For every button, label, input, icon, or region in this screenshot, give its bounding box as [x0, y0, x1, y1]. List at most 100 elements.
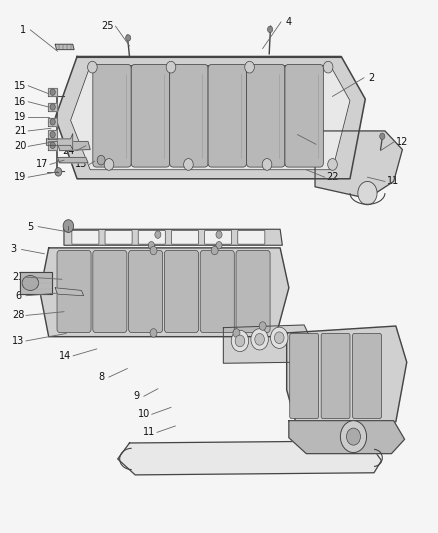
Circle shape — [63, 220, 74, 232]
Polygon shape — [48, 118, 57, 126]
FancyBboxPatch shape — [131, 64, 170, 167]
FancyBboxPatch shape — [93, 64, 131, 167]
Text: 11: 11 — [143, 427, 155, 438]
Text: 15: 15 — [14, 81, 27, 91]
Circle shape — [126, 35, 131, 41]
Text: 23: 23 — [12, 272, 25, 282]
Circle shape — [155, 231, 161, 238]
Circle shape — [271, 327, 288, 349]
Polygon shape — [55, 288, 84, 296]
FancyBboxPatch shape — [321, 334, 350, 418]
Text: 16: 16 — [14, 96, 26, 107]
Text: 24: 24 — [62, 146, 74, 156]
FancyBboxPatch shape — [93, 251, 127, 333]
Circle shape — [88, 61, 97, 73]
Circle shape — [231, 330, 249, 352]
Circle shape — [245, 61, 254, 73]
Polygon shape — [57, 158, 88, 163]
Text: 2: 2 — [369, 73, 375, 83]
Text: 17: 17 — [36, 159, 48, 169]
Circle shape — [233, 329, 240, 337]
Circle shape — [216, 231, 222, 238]
Polygon shape — [48, 103, 57, 111]
Text: 22: 22 — [326, 172, 339, 182]
Text: 15: 15 — [75, 159, 88, 169]
FancyBboxPatch shape — [208, 64, 247, 167]
FancyBboxPatch shape — [129, 251, 162, 333]
Polygon shape — [71, 66, 350, 169]
Circle shape — [358, 181, 377, 205]
FancyBboxPatch shape — [171, 230, 198, 244]
FancyBboxPatch shape — [105, 230, 132, 244]
Circle shape — [211, 246, 218, 255]
Text: 11: 11 — [387, 176, 399, 187]
Text: 18: 18 — [318, 139, 330, 149]
FancyBboxPatch shape — [138, 230, 165, 244]
Text: 6: 6 — [15, 290, 21, 301]
Polygon shape — [46, 134, 73, 150]
Polygon shape — [48, 141, 57, 150]
Circle shape — [50, 142, 55, 149]
Circle shape — [275, 332, 284, 344]
Circle shape — [50, 104, 55, 110]
Polygon shape — [223, 325, 313, 364]
Circle shape — [235, 335, 245, 347]
Circle shape — [104, 159, 114, 170]
FancyBboxPatch shape — [164, 251, 198, 333]
FancyBboxPatch shape — [72, 230, 99, 244]
FancyBboxPatch shape — [200, 251, 234, 333]
Circle shape — [262, 159, 272, 170]
Circle shape — [55, 167, 62, 176]
FancyBboxPatch shape — [353, 334, 381, 418]
FancyBboxPatch shape — [285, 64, 323, 167]
Text: 14: 14 — [59, 351, 71, 361]
Circle shape — [255, 334, 265, 345]
Circle shape — [50, 89, 55, 95]
Polygon shape — [315, 131, 403, 198]
Circle shape — [251, 329, 268, 350]
Text: 25: 25 — [102, 21, 114, 31]
Text: 5: 5 — [27, 222, 34, 232]
Polygon shape — [55, 56, 365, 179]
Text: 20: 20 — [14, 141, 27, 151]
FancyBboxPatch shape — [238, 230, 265, 244]
Text: 9: 9 — [133, 391, 139, 401]
FancyBboxPatch shape — [290, 334, 318, 418]
Circle shape — [150, 246, 157, 255]
FancyBboxPatch shape — [170, 64, 208, 167]
Text: 8: 8 — [98, 372, 104, 382]
Polygon shape — [48, 88, 57, 96]
FancyBboxPatch shape — [57, 251, 91, 333]
Circle shape — [97, 156, 105, 165]
Polygon shape — [287, 326, 407, 429]
Circle shape — [268, 26, 273, 33]
Polygon shape — [118, 441, 381, 475]
Polygon shape — [55, 44, 74, 50]
Circle shape — [340, 421, 367, 453]
Polygon shape — [48, 131, 57, 139]
Circle shape — [216, 241, 222, 249]
Text: 12: 12 — [396, 136, 409, 147]
Polygon shape — [20, 272, 52, 294]
Text: 1: 1 — [19, 25, 25, 35]
FancyBboxPatch shape — [236, 251, 270, 333]
Text: 13: 13 — [12, 336, 24, 346]
FancyBboxPatch shape — [247, 64, 285, 167]
Circle shape — [50, 132, 55, 138]
Polygon shape — [57, 142, 90, 151]
Text: 19: 19 — [14, 172, 26, 182]
Circle shape — [150, 329, 157, 337]
Text: 3: 3 — [11, 245, 17, 254]
Circle shape — [328, 159, 337, 170]
Polygon shape — [289, 421, 405, 454]
Circle shape — [50, 119, 55, 125]
Text: 21: 21 — [14, 126, 27, 136]
Ellipse shape — [22, 276, 39, 290]
FancyBboxPatch shape — [205, 230, 232, 244]
Circle shape — [380, 133, 385, 140]
Text: 28: 28 — [12, 310, 25, 320]
Circle shape — [323, 61, 333, 73]
Polygon shape — [40, 248, 289, 337]
Circle shape — [259, 322, 266, 330]
Text: 4: 4 — [286, 17, 292, 27]
